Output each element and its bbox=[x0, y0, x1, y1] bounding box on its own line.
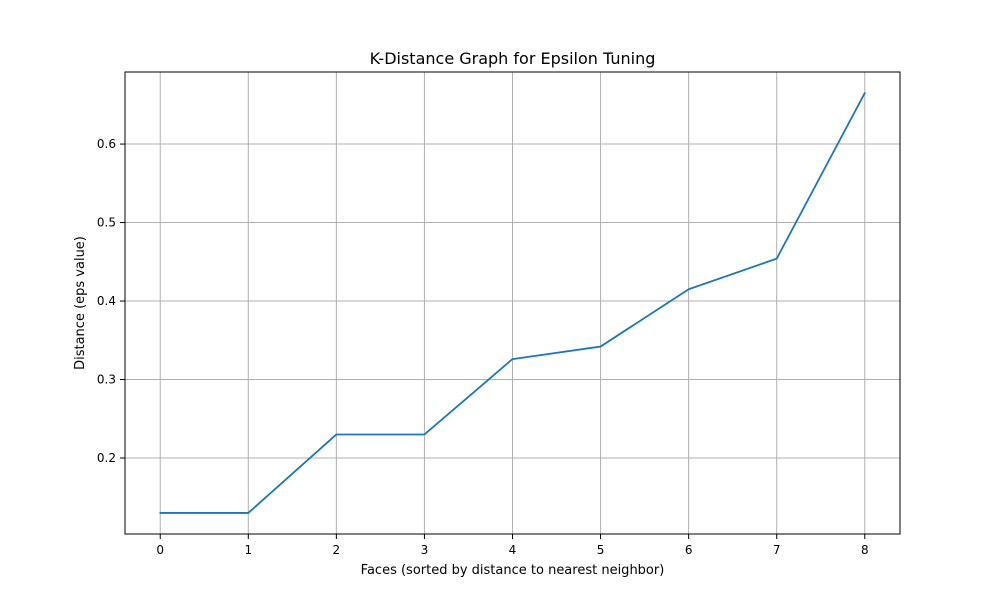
x-tick-label: 0 bbox=[156, 543, 164, 557]
series-layer bbox=[159, 92, 866, 514]
x-tick-label: 5 bbox=[597, 543, 605, 557]
y-tick-label: 0.5 bbox=[97, 216, 116, 230]
y-tick-label: 0.6 bbox=[97, 137, 116, 151]
y-tick-label: 0.4 bbox=[97, 294, 116, 308]
x-tick-label: 7 bbox=[773, 543, 781, 557]
x-tick-label: 1 bbox=[244, 543, 252, 557]
x-tick-label: 2 bbox=[333, 543, 341, 557]
x-axis-label: Faces (sorted by distance to nearest nei… bbox=[361, 563, 665, 578]
x-tick-label: 4 bbox=[509, 543, 517, 557]
y-tick-label: 0.3 bbox=[97, 373, 116, 387]
x-tick-label: 6 bbox=[685, 543, 693, 557]
grid-lines bbox=[125, 72, 900, 534]
y-axis-ticks: 0.2 0.3 0.4 0.5 0.6 bbox=[97, 137, 125, 465]
chart-title: K-Distance Graph for Epsilon Tuning bbox=[370, 49, 656, 68]
x-tick-label: 8 bbox=[861, 543, 869, 557]
x-tick-label: 3 bbox=[421, 543, 429, 557]
y-tick-label: 0.2 bbox=[97, 451, 116, 465]
y-axis-label: Distance (eps value) bbox=[73, 236, 88, 370]
x-axis-ticks: 0 1 2 3 4 5 6 7 8 bbox=[156, 534, 869, 557]
